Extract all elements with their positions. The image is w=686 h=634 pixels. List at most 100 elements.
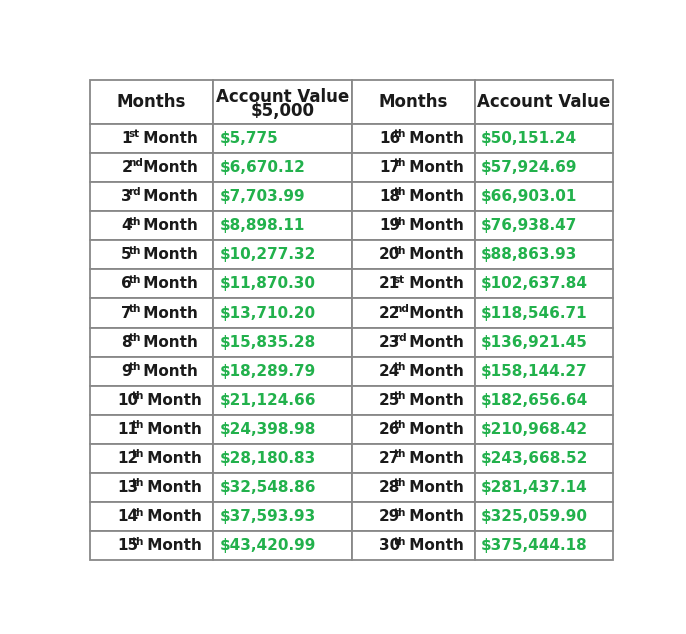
- Text: 16: 16: [379, 131, 401, 146]
- Bar: [90, 269, 213, 299]
- Bar: [351, 80, 475, 124]
- Text: $182,656.64: $182,656.64: [481, 393, 588, 408]
- Text: $24,398.98: $24,398.98: [220, 422, 316, 437]
- Text: nd: nd: [128, 158, 143, 169]
- Text: Month: Month: [403, 538, 464, 553]
- Text: $281,437.14: $281,437.14: [481, 480, 588, 495]
- Bar: [475, 385, 613, 415]
- Text: nd: nd: [394, 304, 409, 314]
- Bar: [213, 357, 351, 385]
- Text: th: th: [394, 508, 406, 517]
- Text: 10: 10: [118, 393, 139, 408]
- Text: th: th: [128, 362, 141, 372]
- Text: 14: 14: [118, 509, 139, 524]
- Text: 3: 3: [121, 189, 132, 204]
- Text: th: th: [394, 158, 406, 169]
- Bar: [351, 473, 475, 502]
- Text: 7: 7: [121, 306, 132, 321]
- Bar: [475, 415, 613, 444]
- Bar: [90, 211, 213, 240]
- Text: 15: 15: [118, 538, 139, 553]
- Bar: [90, 357, 213, 385]
- Text: Month: Month: [403, 509, 464, 524]
- Bar: [351, 269, 475, 299]
- Text: Month: Month: [142, 393, 202, 408]
- Bar: [90, 124, 213, 153]
- Bar: [213, 182, 351, 211]
- Text: th: th: [394, 245, 406, 256]
- Bar: [475, 211, 613, 240]
- Text: Month: Month: [403, 218, 464, 233]
- Text: 9: 9: [121, 364, 132, 378]
- Text: Month: Month: [139, 247, 198, 262]
- Text: $5,000: $5,000: [250, 101, 314, 120]
- Text: 30: 30: [379, 538, 401, 553]
- Text: 6: 6: [121, 276, 132, 292]
- Text: Account Value: Account Value: [477, 93, 611, 111]
- Text: $50,151.24: $50,151.24: [481, 131, 577, 146]
- Bar: [90, 415, 213, 444]
- Text: $118,546.71: $118,546.71: [481, 306, 587, 321]
- Text: Month: Month: [403, 451, 464, 466]
- Bar: [351, 182, 475, 211]
- Bar: [351, 502, 475, 531]
- Text: 27: 27: [379, 451, 401, 466]
- Bar: [475, 444, 613, 473]
- Text: $325,059.90: $325,059.90: [481, 509, 588, 524]
- Text: Month: Month: [403, 364, 464, 378]
- Text: $158,144.27: $158,144.27: [481, 364, 588, 378]
- Text: Month: Month: [139, 276, 198, 292]
- Text: Month: Month: [403, 247, 464, 262]
- Text: Month: Month: [142, 480, 202, 495]
- Text: $88,863.93: $88,863.93: [481, 247, 577, 262]
- Bar: [351, 124, 475, 153]
- Text: th: th: [394, 450, 406, 460]
- Text: Month: Month: [403, 131, 464, 146]
- Text: th: th: [394, 362, 406, 372]
- Text: Month: Month: [139, 335, 198, 349]
- Text: th: th: [128, 275, 141, 285]
- Text: Month: Month: [403, 393, 464, 408]
- Bar: [475, 299, 613, 328]
- Text: th: th: [132, 536, 145, 547]
- Text: st: st: [394, 275, 405, 285]
- Text: th: th: [394, 217, 406, 226]
- Text: $57,924.69: $57,924.69: [481, 160, 578, 175]
- Bar: [351, 211, 475, 240]
- Bar: [213, 153, 351, 182]
- Text: th: th: [394, 536, 406, 547]
- Bar: [475, 473, 613, 502]
- Bar: [351, 385, 475, 415]
- Bar: [213, 299, 351, 328]
- Text: Month: Month: [403, 422, 464, 437]
- Bar: [213, 444, 351, 473]
- Bar: [90, 328, 213, 357]
- Text: $210,968.42: $210,968.42: [481, 422, 588, 437]
- Text: $136,921.45: $136,921.45: [481, 335, 588, 349]
- Bar: [90, 473, 213, 502]
- Text: Month: Month: [403, 335, 464, 349]
- Text: 28: 28: [379, 480, 401, 495]
- Bar: [475, 153, 613, 182]
- Text: 20: 20: [379, 247, 401, 262]
- Text: $8,898.11: $8,898.11: [220, 218, 305, 233]
- Bar: [351, 153, 475, 182]
- Text: Month: Month: [403, 160, 464, 175]
- Text: $28,180.83: $28,180.83: [220, 451, 316, 466]
- Text: 17: 17: [379, 160, 401, 175]
- Text: 25: 25: [379, 393, 401, 408]
- Bar: [475, 531, 613, 560]
- Text: th: th: [394, 420, 406, 430]
- Text: rd: rd: [394, 333, 406, 343]
- Text: $76,938.47: $76,938.47: [481, 218, 577, 233]
- Text: Month: Month: [142, 422, 202, 437]
- Text: 26: 26: [379, 422, 401, 437]
- Text: 4: 4: [121, 218, 132, 233]
- Text: 18: 18: [379, 189, 401, 204]
- Text: th: th: [128, 245, 141, 256]
- Text: 8: 8: [121, 335, 132, 349]
- Bar: [90, 182, 213, 211]
- Text: $13,710.20: $13,710.20: [220, 306, 316, 321]
- Text: 5: 5: [121, 247, 132, 262]
- Text: Month: Month: [139, 218, 198, 233]
